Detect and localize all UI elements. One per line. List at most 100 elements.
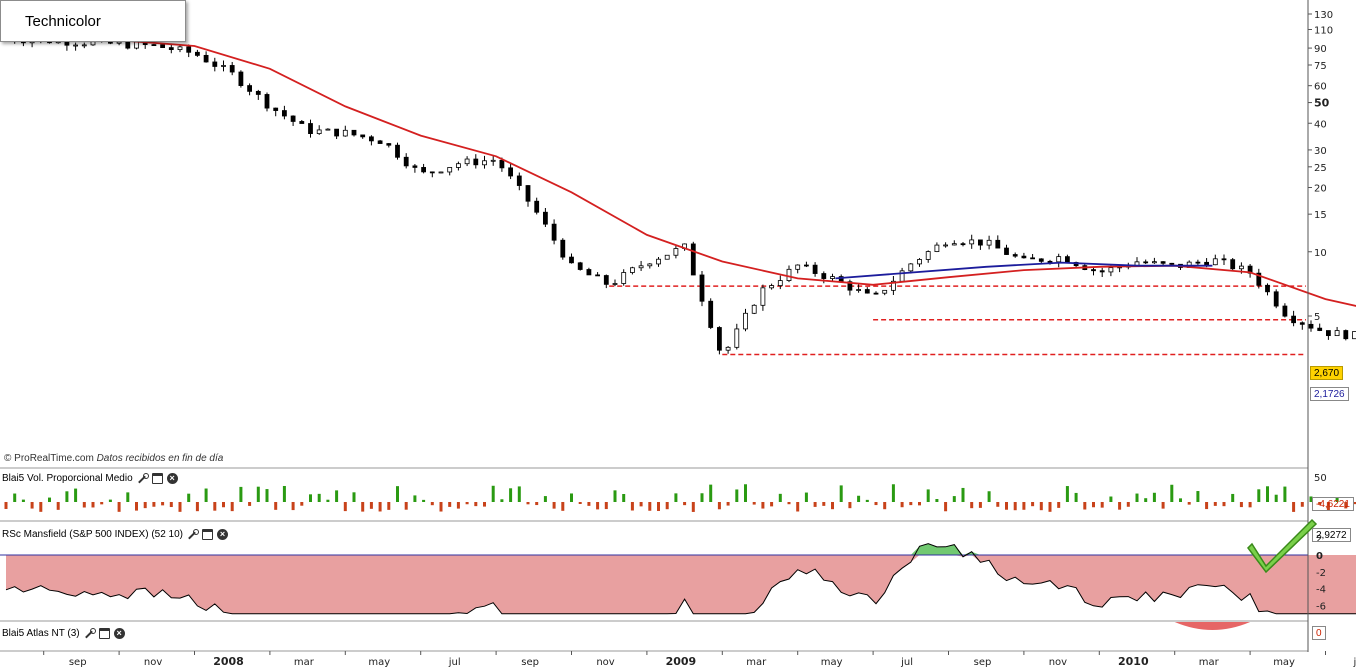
volume-bar	[248, 502, 252, 506]
candle-body	[978, 239, 983, 246]
candle-body	[856, 289, 861, 291]
candle-body	[281, 110, 287, 117]
candle-body	[516, 175, 522, 186]
candle-body	[1326, 330, 1331, 337]
candle-body	[403, 156, 409, 167]
x-tick-label: jul	[900, 657, 913, 668]
volume-bar	[674, 493, 678, 502]
candle-body	[699, 274, 705, 302]
volume-bar	[396, 486, 399, 502]
candle-body	[73, 44, 78, 47]
candle-body	[125, 41, 131, 49]
volume-bar	[709, 484, 713, 502]
x-tick-label: 2008	[213, 655, 244, 668]
volume-bar	[74, 488, 78, 502]
wrench-icon[interactable]	[187, 528, 200, 540]
candle-body	[316, 129, 322, 135]
volume-bar	[274, 502, 278, 510]
candle-body	[1212, 258, 1218, 266]
candle-body	[812, 264, 818, 274]
candle-body	[1030, 257, 1035, 260]
candle-body	[1265, 284, 1270, 293]
y-tick-label: 90	[1314, 44, 1327, 55]
candle-body	[447, 167, 453, 173]
volume-bar	[1222, 502, 1226, 507]
volume-bar	[317, 493, 321, 502]
vol-tick-label: 50	[1314, 473, 1327, 484]
candle-body	[342, 129, 348, 137]
y-tick-label: 30	[1314, 146, 1327, 157]
candle-body	[1047, 260, 1053, 263]
candle-body	[490, 159, 496, 162]
candle-body	[1256, 272, 1262, 286]
window-icon[interactable]	[202, 528, 214, 540]
indicator-label-atlas: Blai5 Atlas NT (3)	[2, 627, 80, 639]
candle-body	[577, 262, 583, 270]
candle-body	[1343, 330, 1349, 340]
volume-bar	[91, 502, 95, 508]
window-icon[interactable]	[98, 627, 110, 639]
volume-bar	[213, 502, 217, 511]
volume-bar	[1100, 502, 1104, 508]
window-icon[interactable]	[151, 472, 163, 484]
rsc-tick-label: -6	[1316, 601, 1326, 612]
volume-bar	[926, 489, 930, 502]
candle-body	[534, 200, 540, 213]
volume-bar	[865, 499, 869, 502]
candle-body	[717, 327, 722, 351]
candle-body	[1299, 322, 1305, 325]
candle-body	[769, 285, 774, 289]
candle-body	[621, 272, 627, 284]
volume-bar	[552, 502, 556, 509]
x-tick-label: 2009	[666, 655, 697, 668]
candle-body	[151, 44, 157, 46]
y-tick-label: 25	[1314, 163, 1327, 174]
close-icon[interactable]: ×	[217, 528, 229, 540]
candle-body	[473, 158, 479, 166]
volume-bar	[630, 502, 634, 511]
candle-body	[377, 140, 383, 144]
volume-bar	[796, 502, 800, 512]
y-tick-label: 130	[1314, 10, 1333, 21]
volume-bar	[1048, 502, 1052, 512]
candle-body	[438, 171, 444, 174]
checkmark-icon	[1247, 518, 1318, 574]
rsc-tick-label: 0	[1316, 551, 1323, 562]
candle-body	[1038, 258, 1044, 262]
rsc-value-badge: 2,9272	[1312, 528, 1351, 542]
candle-body	[508, 167, 514, 177]
volume-bar	[561, 502, 565, 511]
volume-bar	[222, 502, 225, 508]
volume-bar	[744, 484, 747, 502]
volume-bar	[378, 502, 382, 512]
y-tick-label: 10	[1314, 248, 1327, 259]
volume-bar	[717, 502, 721, 510]
close-icon[interactable]: ×	[113, 627, 125, 639]
indicator-header-volume: Blai5 Vol. Proporcional Medio ×	[2, 471, 178, 485]
volume-bar	[1309, 496, 1313, 502]
candle-body	[290, 115, 296, 122]
wrench-icon[interactable]	[84, 627, 96, 639]
close-icon[interactable]: ×	[166, 472, 178, 484]
volume-bar	[169, 502, 173, 508]
last-ma-badge: 2,1726	[1310, 387, 1349, 401]
x-tick-label: may	[821, 657, 843, 668]
volume-bar	[787, 502, 791, 505]
volume-bar	[1353, 502, 1356, 505]
volume-bar	[1231, 493, 1235, 502]
candle-body	[386, 143, 392, 146]
wrench-icon[interactable]	[137, 472, 149, 484]
volume-bar	[309, 494, 312, 502]
candle-body	[247, 85, 253, 92]
candle-body	[786, 268, 792, 281]
volume-bar	[1187, 502, 1191, 505]
candle-body	[203, 54, 209, 63]
volume-bar	[300, 502, 304, 506]
x-tick-label: may	[1273, 657, 1295, 668]
volume-bar	[804, 492, 808, 502]
candle-body	[638, 265, 644, 269]
volume-bar	[474, 502, 478, 507]
indicator-label-volume: Blai5 Vol. Proporcional Medio	[2, 472, 133, 484]
x-tick-label: mar	[746, 657, 767, 668]
